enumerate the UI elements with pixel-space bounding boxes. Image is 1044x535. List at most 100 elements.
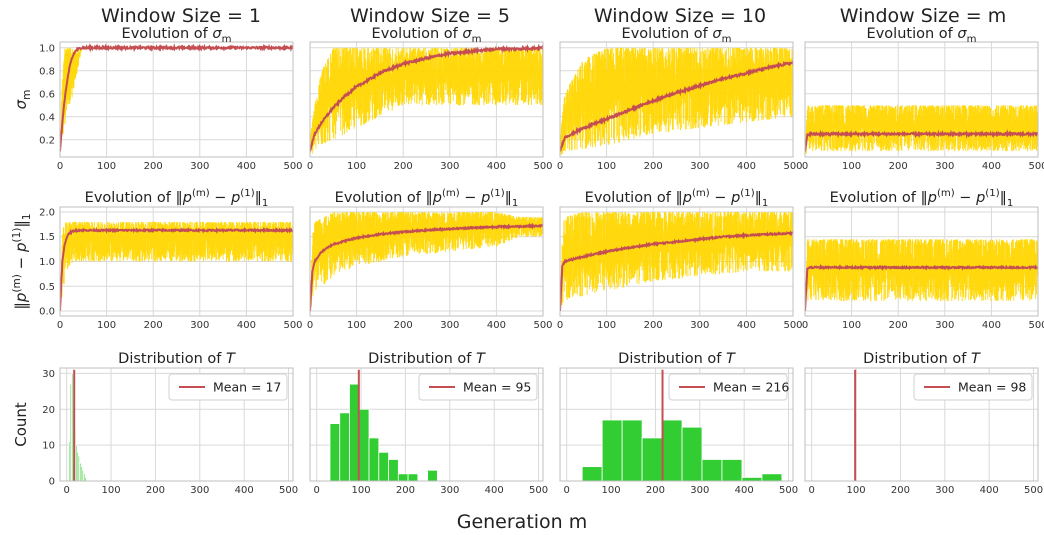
legend-label: Mean = 216	[713, 380, 789, 395]
x-tick-label: 300	[190, 320, 209, 331]
axes-frame	[309, 367, 544, 482]
y-tick-label: 0.4	[39, 112, 55, 123]
plot-area	[60, 42, 293, 152]
x-tick-label: 100	[347, 320, 366, 331]
hist-bar	[761, 473, 783, 481]
x-tick-label: 400	[980, 485, 999, 496]
hist-bar	[388, 459, 399, 481]
x-tick-label: 200	[396, 485, 415, 496]
axes-frame	[559, 41, 794, 158]
panel-title: Evolution of σm	[122, 26, 232, 45]
x-tick-label: 500	[283, 320, 302, 331]
x-tick-label: 300	[690, 161, 709, 172]
x-tick-label: 400	[737, 161, 756, 172]
plot-area	[60, 221, 293, 312]
panel-sigma-window-m: 0 100 200 300 400 500 Evolution of σm	[802, 26, 1044, 172]
panel-title: Distribution of T	[368, 351, 486, 367]
x-axis-label: Generation m	[457, 511, 588, 533]
x-tick-label: 100	[597, 320, 616, 331]
x-tick-label: 100	[597, 161, 616, 172]
trajectory-band	[560, 47, 793, 156]
mean-line	[310, 43, 543, 152]
trajectory-band	[60, 47, 84, 148]
y-tick-label: 0.5	[39, 282, 55, 293]
panel-title: Evolution of σm	[372, 26, 482, 45]
hist-bar	[741, 477, 763, 481]
x-tick-label: 0	[557, 161, 563, 172]
hist-bar	[721, 459, 743, 481]
trajectory-band	[60, 221, 293, 309]
x-tick-label: 300	[440, 320, 459, 331]
mean-line	[805, 129, 1038, 152]
axes-frame	[804, 367, 1039, 482]
plot-area	[560, 212, 793, 312]
column-title-4: Window Size = m	[840, 5, 1006, 27]
panel-diff-window-m: 0 100 200 300 400 500 Evolution of ‖p(m) − p(1…	[802, 188, 1044, 331]
y-axis-label: σm	[12, 90, 33, 110]
axes-frame	[59, 41, 294, 158]
legend-box	[668, 373, 788, 401]
plot-area	[68, 369, 87, 481]
x-tick-label: 0	[63, 485, 69, 496]
mean-line	[60, 42, 293, 152]
panels: 0 100 200 300 400 5000.20.40.60.81.0σmEvoluti…	[11, 26, 1044, 496]
hist-bar	[358, 408, 370, 481]
x-tick-label: 200	[146, 485, 165, 496]
panel-sigma-window-10: 0 100 200 300 400 500 Evolution of σm	[557, 26, 803, 172]
x-tick-label: 500	[783, 161, 802, 172]
axes-frame	[559, 206, 794, 317]
plot-area	[310, 43, 543, 157]
x-tick-label: 500	[533, 161, 552, 172]
panel-title: Evolution of σm	[622, 26, 732, 45]
x-tick-label: 400	[235, 485, 254, 496]
mean-line	[560, 230, 793, 312]
x-tick-label: 400	[735, 485, 754, 496]
x-tick-label: 300	[935, 161, 954, 172]
column-title-2: Window Size = 5	[350, 5, 510, 27]
x-tick-label: 200	[891, 485, 910, 496]
panel-hist-window-1: Mean = 17 0 100 200 300 400 500 0 10 20 30 Count Dis…	[12, 351, 298, 496]
mean-line	[310, 222, 543, 312]
hist-bar	[621, 419, 643, 481]
axes-frame	[59, 367, 294, 482]
legend-box	[913, 373, 1033, 401]
x-tick-label: 200	[889, 161, 908, 172]
mean-line	[560, 60, 793, 152]
y-tick-label: 0.0	[39, 307, 55, 318]
y-tick-label: 10	[42, 441, 55, 452]
x-tick-label: 400	[237, 161, 256, 172]
hist-bar	[701, 459, 723, 481]
x-tick-label: 500	[529, 485, 548, 496]
x-tick-label: 0	[57, 320, 63, 331]
x-tick-label: 0	[557, 320, 563, 331]
legend-label: Mean = 98	[958, 380, 1026, 395]
panel-title: Evolution of ‖p(m) − p(1)‖1	[585, 188, 769, 209]
hist-bar	[661, 419, 683, 481]
x-tick-label: 100	[846, 485, 865, 496]
x-tick-label: 400	[487, 320, 506, 331]
column-title-1: Window Size = 1	[101, 5, 261, 27]
y-tick-label: 2.0	[39, 207, 55, 218]
hist-bar	[581, 466, 603, 481]
panel-sigma-window-1: 0 100 200 300 400 500 0.2 0.4 0.6 0.8 1.0 σm Evoluti…	[12, 26, 303, 172]
x-tick-label: 300	[935, 485, 954, 496]
y-tick-label: 1.0	[39, 257, 55, 268]
panel-diff-window-10: 0 100 200 300 400 500 Evolution of ‖p(m) − p(1…	[557, 188, 803, 331]
x-tick-label: 0	[563, 485, 569, 496]
panel-hist-window-5: Mean = 95 0 100 200 300 400 500 Distribution of…	[309, 351, 548, 496]
panel-hist-window-10: Mean = 216 0 100 200 300 400 500 Distribution o…	[559, 351, 798, 496]
plot-area	[560, 47, 793, 156]
y-tick-label: 0.2	[39, 135, 55, 146]
y-axis-label: ‖p(m) − p(1)‖1	[11, 213, 33, 309]
plot-area	[805, 239, 1038, 312]
axes-frame	[804, 41, 1039, 158]
panel-title: Evolution of σm	[867, 26, 977, 45]
x-tick-label: 400	[737, 320, 756, 331]
legend-box	[418, 373, 538, 401]
x-tick-label: 100	[101, 485, 120, 496]
x-tick-label: 300	[690, 320, 709, 331]
y-tick-label: 20	[42, 405, 55, 416]
x-tick-label: 400	[237, 320, 256, 331]
x-tick-label: 200	[644, 161, 663, 172]
